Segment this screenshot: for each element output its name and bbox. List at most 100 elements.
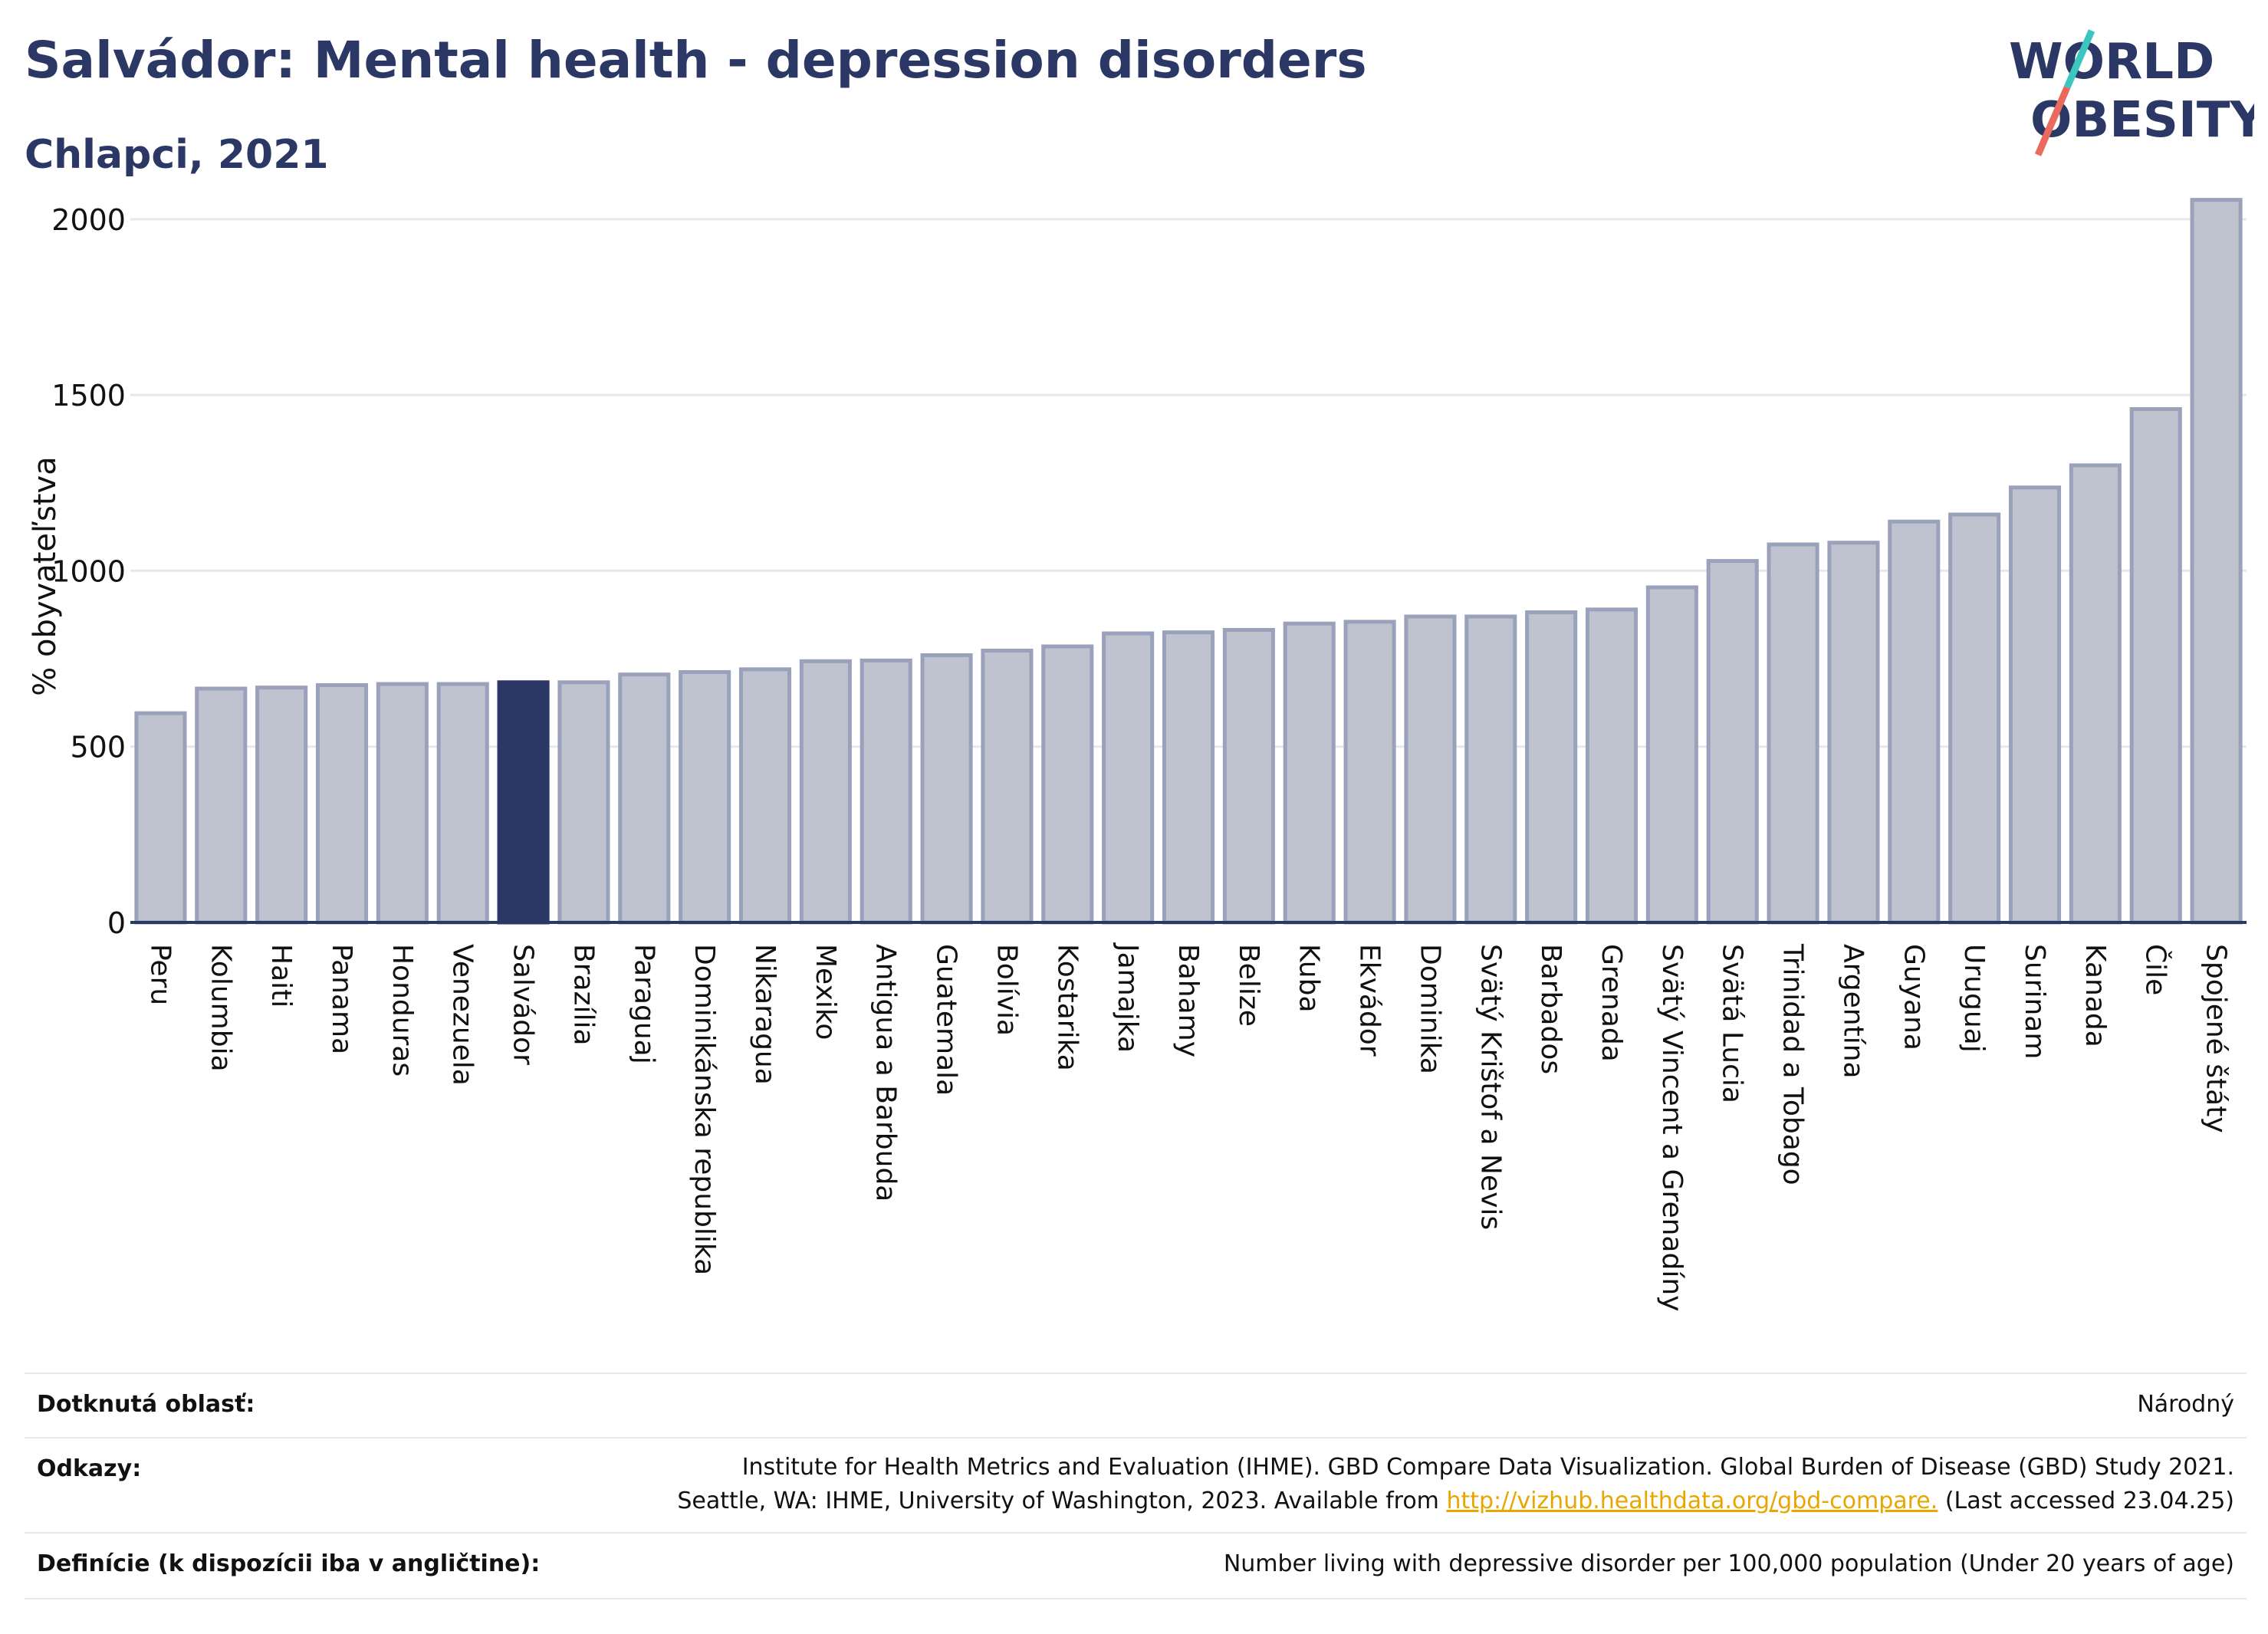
logo-text-world: WORLD: [2009, 34, 2214, 90]
bar: [436, 682, 489, 925]
refs-value: Institute for Health Metrics and Evaluat…: [677, 1451, 2234, 1518]
area-value: Národný: [2137, 1391, 2234, 1418]
x-tick-label: Argentína: [1837, 944, 1869, 1079]
page-title: Salvádor: Mental health - depression dis…: [25, 31, 1367, 90]
x-tick-label: Panama: [326, 944, 357, 1054]
bar: [920, 653, 973, 925]
bar: [2008, 485, 2062, 925]
bar: [981, 649, 1034, 925]
bar: [1888, 519, 1941, 925]
bar: [1948, 512, 2001, 925]
x-tick-label: Surinam: [2019, 944, 2050, 1059]
y-tick-label: 0: [107, 906, 126, 940]
refs-line-2-pre: Seattle, WA: IHME, University of Washing…: [677, 1488, 1447, 1514]
x-tick-label: Dominikánska republika: [689, 944, 720, 1275]
x-tick-label: Trinidad a Tobago: [1777, 943, 1809, 1185]
world-obesity-logo: WORLD OBESITY: [2009, 29, 2254, 156]
footer-row-area: Dotknutá oblasť: Národný: [25, 1373, 2247, 1438]
y-axis-label: % obyvateľstva: [28, 456, 63, 695]
bar: [2190, 198, 2243, 925]
y-axis-ticks: 0 500 1000 1500 2000: [51, 203, 126, 940]
bar: [738, 667, 792, 925]
y-tick-label: 2000: [51, 203, 126, 237]
x-tick-label: Dominika: [1414, 944, 1445, 1074]
y-tick-label: 1000: [51, 554, 126, 588]
bar: [1162, 630, 1215, 925]
bar: [255, 685, 308, 925]
bar: [1041, 644, 1094, 925]
x-tick-label: Kolumbia: [205, 944, 236, 1072]
x-tick-label: Kuba: [1293, 944, 1325, 1013]
x-tick-label: Guatemala: [931, 944, 962, 1096]
x-tick-label: Paraguaj: [628, 944, 659, 1064]
x-tick-label: Honduras: [386, 944, 418, 1077]
bar: [1525, 610, 1578, 925]
refs-line-1: Institute for Health Metrics and Evaluat…: [741, 1454, 2234, 1481]
bar: [1283, 621, 1336, 925]
x-tick-label: Antigua a Barbuda: [870, 944, 902, 1202]
x-tick-label: Svätá Lucia: [1717, 944, 1748, 1103]
x-tick-label: Grenada: [1596, 944, 1627, 1062]
bar-highlighted: [497, 680, 550, 925]
x-tick-label: Ekvádor: [1354, 944, 1385, 1057]
logo-slash-coral: [2034, 86, 2071, 156]
bar: [1222, 627, 1275, 925]
bar: [1343, 620, 1396, 925]
bar: [1404, 614, 1457, 925]
x-tick-label: Nikaragua: [749, 944, 781, 1085]
refs-link[interactable]: http://vizhub.healthdata.org/gbd-compare…: [1446, 1488, 1938, 1514]
x-tick-label: Bolívia: [991, 944, 1022, 1036]
bar: [1706, 559, 1759, 925]
bar: [1827, 541, 1880, 925]
x-tick-label: Barbados: [1535, 944, 1566, 1074]
y-tick-label: 500: [70, 731, 126, 764]
bar: [557, 680, 610, 925]
x-tick-label: Belize: [1233, 944, 1264, 1027]
x-axis-ticks: Peru Kolumbia Haiti Panama Honduras Venezuela…: [144, 942, 2231, 1311]
bar: [618, 672, 671, 925]
refs-line-2: Seattle, WA: IHME, University of Washing…: [677, 1484, 2234, 1518]
logo-slash-teal: [2063, 29, 2095, 89]
bar: [2129, 406, 2182, 925]
bar: [1645, 585, 1698, 925]
bar: [860, 658, 912, 925]
x-tick-label: Peru: [144, 944, 176, 1005]
x-tick-label: Brazília: [567, 944, 599, 1046]
footer-row-definition: Definície (k dispozícii iba v angličtine…: [25, 1532, 2247, 1599]
bar: [1767, 542, 1819, 925]
bars: [134, 198, 2243, 925]
logo-text-obesity: OBESITY: [2030, 92, 2254, 149]
x-tick-label: Mexiko: [810, 944, 841, 1040]
x-tick-label: Salvádor: [508, 944, 539, 1065]
x-tick-label: Kostarika: [1051, 944, 1083, 1071]
page-subtitle: Chlapci, 2021: [25, 132, 329, 178]
bar: [679, 669, 731, 925]
x-tick-label: Kanada: [2079, 944, 2111, 1047]
x-tick-label: Guyana: [1898, 944, 1929, 1050]
area-label: Dotknutá oblasť:: [37, 1391, 255, 1418]
x-tick-label: Haiti: [265, 944, 297, 1008]
x-tick-label: Spojené štáty: [2201, 944, 2232, 1133]
definition-value: Number living with depressive disorder p…: [1223, 1550, 2234, 1577]
bar: [195, 686, 248, 925]
x-tick-label: Jamajka: [1112, 942, 1143, 1053]
bar: [1464, 614, 1517, 925]
bar: [799, 659, 852, 925]
x-tick-label: Čile: [2140, 944, 2172, 995]
bar: [1102, 631, 1155, 925]
y-tick-label: 1500: [51, 379, 126, 413]
x-tick-label: Uruguaj: [1958, 944, 1990, 1053]
bar: [134, 711, 187, 925]
x-tick-label: Venezuela: [447, 944, 478, 1086]
x-tick-label: Svätý Krištof a Nevis: [1474, 944, 1506, 1230]
refs-label: Odkazy:: [37, 1455, 142, 1482]
x-tick-label: Bahamy: [1172, 944, 1204, 1057]
bar: [315, 682, 369, 925]
bar: [376, 682, 429, 925]
bar: [2069, 463, 2122, 925]
refs-line-2-post: (Last accessed 23.04.25): [1938, 1488, 2234, 1514]
bar: [1585, 607, 1639, 925]
x-tick-label: Svätý Vincent a Grenadíny: [1656, 944, 1688, 1311]
definition-label: Definície (k dispozícii iba v angličtine…: [37, 1550, 541, 1577]
footer-row-refs: Odkazy: Institute for Health Metrics and…: [25, 1437, 2247, 1534]
